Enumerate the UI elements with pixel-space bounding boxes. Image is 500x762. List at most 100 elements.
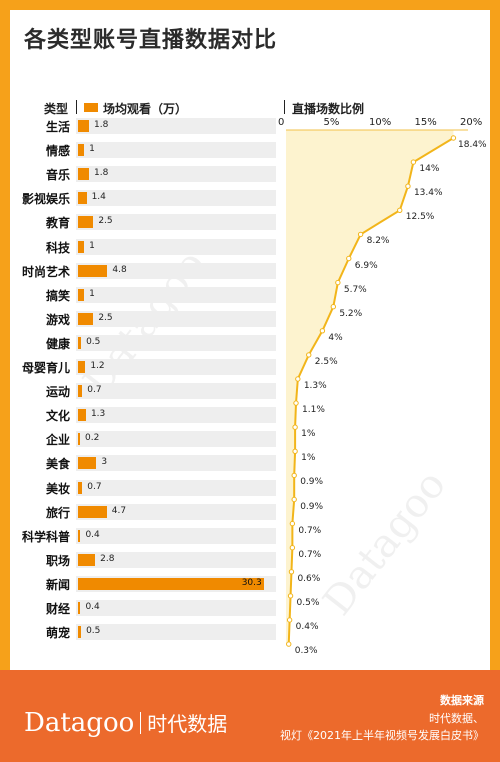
category-label: 健康: [45, 336, 70, 351]
ratio-area-chart: [286, 129, 468, 647]
category-header: 类型: [44, 102, 69, 116]
bar-row-background: [76, 214, 276, 231]
bar-row-background: [76, 551, 276, 568]
bar: [78, 120, 90, 132]
ratio-value-label: 5.2%: [339, 308, 363, 319]
category-label: 美妆: [45, 481, 70, 496]
category-label: 财经: [45, 602, 70, 616]
bar: [78, 385, 83, 398]
ratio-point: [289, 545, 296, 551]
bar-row-background: [76, 118, 276, 134]
bar-value-label: 1: [89, 144, 95, 155]
ratio-value-label: 4%: [328, 332, 343, 343]
header-separator: [76, 100, 77, 114]
bar: [78, 409, 86, 422]
bar: [78, 433, 80, 446]
bar-row-background: [76, 600, 276, 616]
ratio-value-label: 0.9%: [300, 501, 324, 512]
bar-value-label: 2.8: [100, 553, 115, 564]
bar-value-label: 1.4: [91, 192, 106, 203]
bar-row-background: [76, 431, 276, 448]
bar-value-label: 2.5: [98, 216, 113, 227]
bar: [78, 529, 81, 542]
ratio-point: [357, 231, 364, 238]
ratio-point: [306, 352, 312, 358]
bar-row-background: [76, 262, 276, 279]
bar-value-label: 0.5: [86, 626, 101, 637]
ratio-point: [287, 593, 294, 599]
logo-latin: Datagoo: [24, 708, 135, 738]
category-label: 萌宠: [45, 626, 70, 641]
ratio-point: [289, 520, 296, 527]
bar-value-label: 1.8: [94, 120, 109, 130]
ratio-point: [291, 472, 297, 479]
ratio-point: [346, 255, 352, 262]
category-label: 企业: [45, 433, 70, 448]
source-line2: 视灯《2021年上半年视频号发展白皮书》: [280, 729, 484, 742]
bar: [78, 505, 107, 518]
footer: [0, 670, 500, 762]
category-label: 教育: [45, 216, 70, 231]
category-label: 音乐: [45, 168, 70, 183]
bar: [78, 577, 264, 590]
bar-row-background: [76, 190, 276, 207]
bar-value-label: 4.7: [111, 505, 127, 516]
bar-value-label: 1: [89, 288, 95, 299]
source-title: 数据来源: [440, 694, 484, 707]
category-label: 生活: [45, 120, 70, 134]
ratio-value-label: 0.9%: [300, 477, 324, 488]
source-line1: 时代数据、: [429, 712, 484, 725]
bar-value-label: 30.3: [241, 577, 262, 588]
category-label: 职场: [45, 553, 70, 568]
category-label: 游戏: [45, 312, 70, 327]
bar-value-label: 0.7: [87, 385, 102, 396]
bar: [78, 553, 96, 566]
bar-value-label: 0.7: [87, 481, 102, 492]
ratio-point: [397, 207, 403, 214]
ratio-point: [330, 304, 337, 310]
bar-row-background: [76, 527, 276, 544]
category-label: 美食: [45, 457, 70, 472]
bar: [78, 240, 85, 253]
header-separator: [284, 100, 285, 114]
category-label: 搞笑: [45, 288, 70, 303]
ratio-value-label: 8.2%: [366, 236, 390, 247]
x-tick-label: 20%: [460, 117, 483, 128]
ratio-point: [293, 400, 299, 406]
ratio-point: [319, 328, 326, 334]
ratio-value-label: 14%: [419, 164, 440, 175]
bar: [78, 288, 85, 301]
category-label: 情感: [45, 144, 70, 159]
ratio-point: [335, 279, 341, 286]
bar-row-background: [76, 383, 276, 400]
ratio-point: [291, 496, 297, 503]
ratio-value-label: 5.7%: [343, 284, 367, 295]
ratio-point: [288, 569, 295, 575]
bar: [78, 264, 108, 277]
ratio-point: [286, 617, 293, 623]
bar-value-label: 1.2: [90, 361, 105, 371]
bar-value-label: 0.5: [86, 336, 101, 347]
bar-value-label: 0.4: [85, 602, 100, 612]
ratio-point: [450, 135, 457, 141]
bar: [78, 626, 82, 639]
ratio-value-label: 0.7%: [298, 549, 322, 560]
bar-value-label: 4.8: [112, 264, 127, 275]
category-label: 旅行: [45, 505, 70, 520]
bar-value-label: 1.8: [94, 168, 109, 179]
x-tick-label: 0: [278, 117, 285, 128]
bar-row-background: [76, 310, 276, 327]
bar: [78, 144, 85, 157]
bar-value-label: 2.5: [98, 312, 113, 323]
ratio-header: 直播场数比例: [292, 102, 365, 116]
bar-value-label: 0.4: [85, 529, 100, 540]
bar: [78, 602, 81, 614]
bar: [78, 361, 86, 373]
bar-row-background: [76, 359, 276, 375]
category-label: 科学科普: [21, 529, 70, 544]
bar: [78, 336, 82, 349]
ratio-value-label: 12.5%: [405, 212, 435, 223]
ratio-value-label: 1%: [301, 453, 316, 464]
ratio-value-label: 6.9%: [354, 260, 378, 271]
ratio-point: [292, 448, 298, 454]
